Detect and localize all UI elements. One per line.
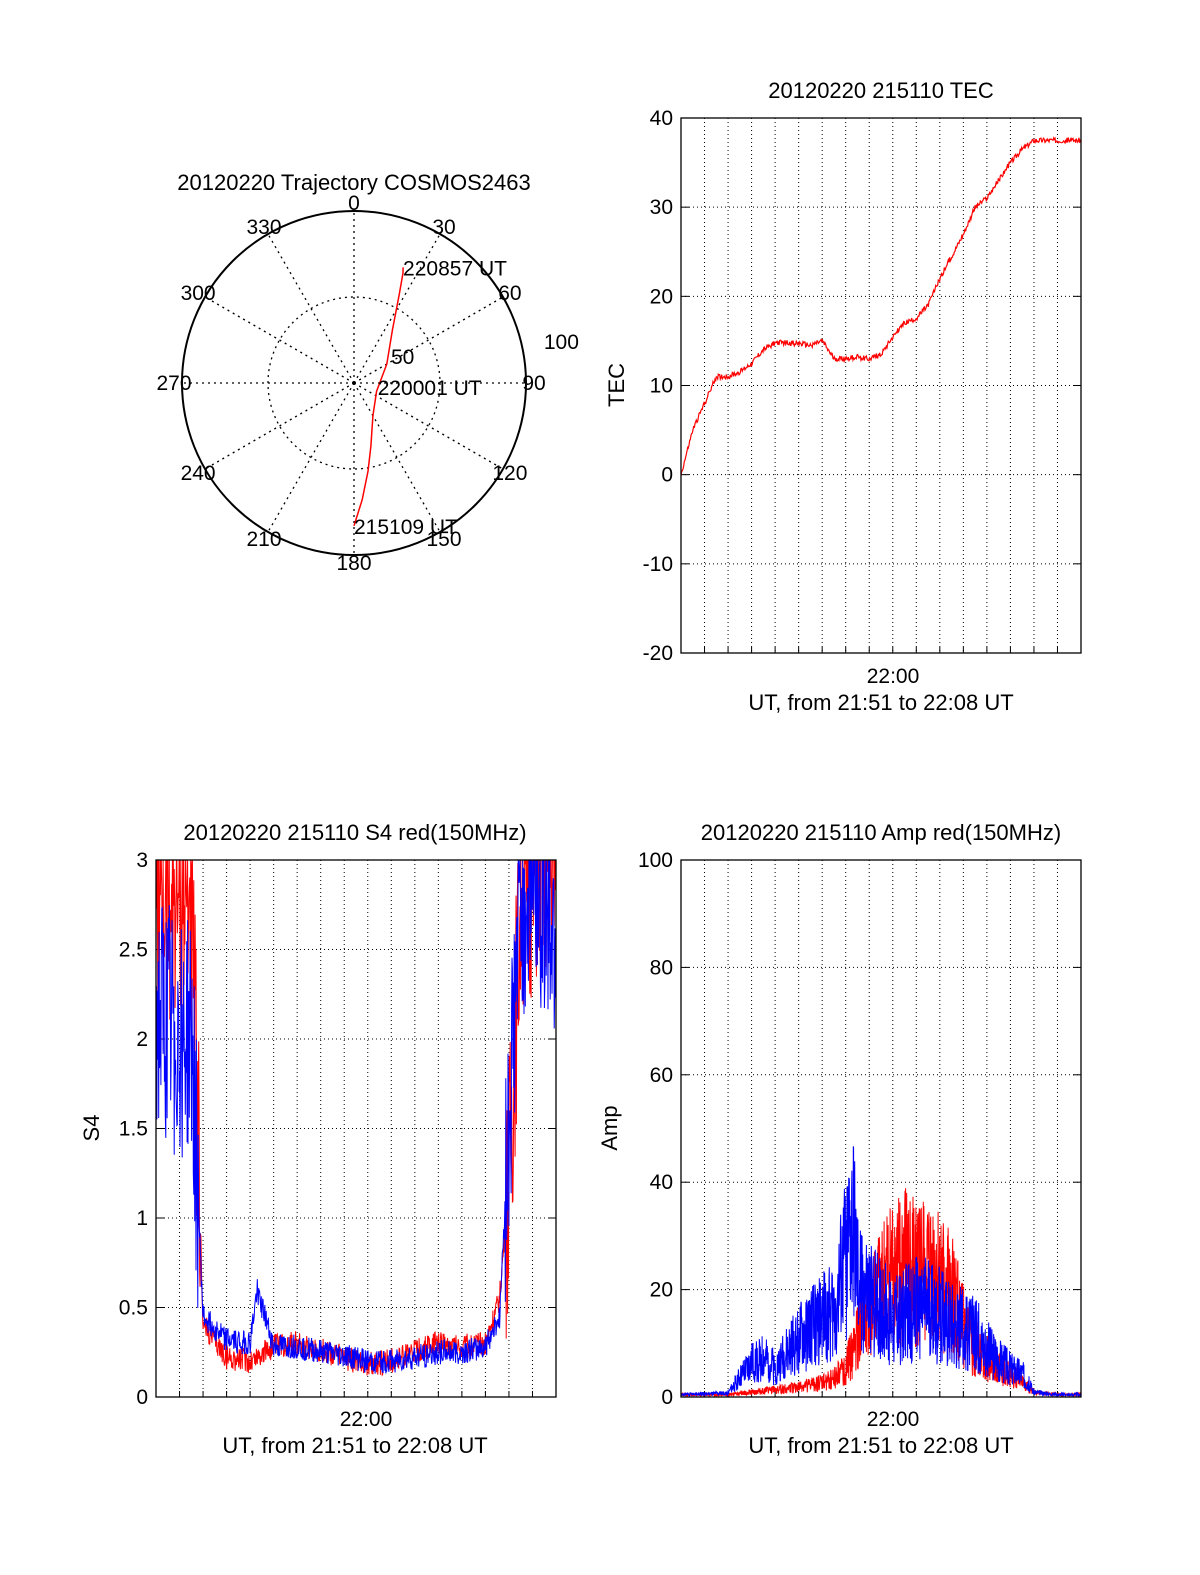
s4-plot-frame	[155, 859, 557, 1398]
trajectory-annotation: 215109 UT	[354, 516, 458, 539]
polar-azimuth-label: 90	[522, 372, 545, 395]
polar-radius-label: 100	[544, 331, 579, 354]
tec-xtick-label: 22:00	[867, 665, 920, 688]
polar-azimuth-labels: 0 30 60 90 120 150 180 210 240 270 300 330	[156, 192, 545, 575]
s4-series-line	[155, 859, 557, 1377]
polar-radius-label: 50	[391, 346, 414, 369]
tec-plot-frame	[680, 117, 1082, 654]
polar-spoke	[353, 382, 504, 470]
polar-azimuth-label: 60	[498, 282, 521, 305]
polar-azimuth-label: 270	[156, 372, 191, 395]
polar-spoke	[267, 382, 355, 533]
s4-ytick-label: 1.5	[119, 1118, 148, 1141]
polar-radius-labels: 50 100	[391, 331, 579, 369]
tec-title: 20120220 215110 TEC	[768, 78, 994, 103]
amp-title: 20120220 215110 Amp red(150MHz)	[701, 820, 1061, 845]
polar-azimuth-label: 0	[348, 192, 360, 215]
trajectory-line	[353, 267, 404, 527]
tec-ytick-label: 0	[661, 464, 673, 487]
tec-panel: 20120220 215110 TEC TEC 22:00 UT, from 2…	[604, 78, 1082, 715]
s4-series-line	[155, 859, 557, 1374]
polar-spoke	[353, 296, 504, 384]
trajectory-annotations: 220857 UT 220001 UT 215109 UT	[354, 257, 507, 538]
s4-ytick-label: 0.5	[119, 1297, 148, 1320]
polar-spoke	[204, 382, 355, 470]
trajectory-trace	[353, 267, 404, 527]
trajectory-annotation: 220857 UT	[403, 257, 507, 280]
amp-xlabel: UT, from 21:51 to 22:08 UT	[748, 1433, 1013, 1458]
tec-ytick-label: 40	[650, 107, 673, 130]
s4-title: 20120220 215110 S4 red(150MHz)	[183, 820, 526, 845]
tec-ytick-label: -20	[643, 642, 673, 665]
polar-azimuth-label: 300	[181, 282, 216, 305]
s4-panel: 20120220 215110 S4 red(150MHz) S4 22:00 …	[79, 820, 557, 1458]
s4-ytick-label: 3	[136, 849, 148, 872]
amp-ytick-label: 20	[650, 1279, 673, 1302]
trajectory-polar-plot: 20120220 Trajectory COSMOS2463 0 30 60 90 12…	[156, 170, 578, 575]
polar-azimuth-label: 150	[426, 528, 461, 551]
amp-ytick-label: 40	[650, 1171, 673, 1194]
polar-azimuth-label: 240	[181, 462, 216, 485]
polar-azimuth-label: 180	[336, 552, 371, 575]
trajectory-title: 20120220 Trajectory COSMOS2463	[177, 170, 530, 195]
polar-spoke	[267, 233, 355, 384]
amp-plot-frame	[680, 859, 1082, 1398]
s4-ytick-label: 0	[136, 1386, 148, 1409]
s4-xtick-label: 22:00	[340, 1408, 393, 1431]
polar-azimuth-label: 120	[492, 462, 527, 485]
amp-ytick-label: 80	[650, 956, 673, 979]
amp-panel: 20120220 215110 Amp red(150MHz) Amp 22:0…	[597, 820, 1082, 1458]
amp-ytick-label: 0	[661, 1386, 673, 1409]
amp-ytick-label: 60	[650, 1064, 673, 1087]
s4-ytick-label: 1	[136, 1207, 148, 1230]
polar-azimuth-label: 210	[246, 528, 281, 551]
tec-ytick-label: 30	[650, 196, 673, 219]
polar-spoke	[204, 296, 355, 384]
s4-ylabel: S4	[79, 1115, 104, 1142]
tec-ytick-label: 10	[650, 375, 673, 398]
trajectory-annotation: 220001 UT	[378, 377, 482, 400]
s4-xlabel: UT, from 21:51 to 22:08 UT	[222, 1433, 487, 1458]
amp-ytick-label: 100	[638, 849, 673, 872]
tec-series-line	[680, 136, 1082, 476]
s4-ytick-label: 2	[136, 1028, 148, 1051]
polar-azimuth-label: 330	[246, 216, 281, 239]
amp-series-line	[680, 1146, 1082, 1398]
amp-ylabel: Amp	[597, 1105, 622, 1150]
tec-ytick-label: 20	[650, 285, 673, 308]
polar-outer-ring	[181, 210, 527, 556]
polar-azimuth-label: 30	[432, 216, 455, 239]
polar-spoke	[353, 382, 441, 533]
s4-ytick-label: 2.5	[119, 939, 148, 962]
tec-ylabel: TEC	[604, 363, 629, 407]
tec-ytick-label: -10	[643, 553, 673, 576]
amp-xtick-label: 22:00	[867, 1408, 920, 1431]
tec-xlabel: UT, from 21:51 to 22:08 UT	[748, 690, 1013, 715]
